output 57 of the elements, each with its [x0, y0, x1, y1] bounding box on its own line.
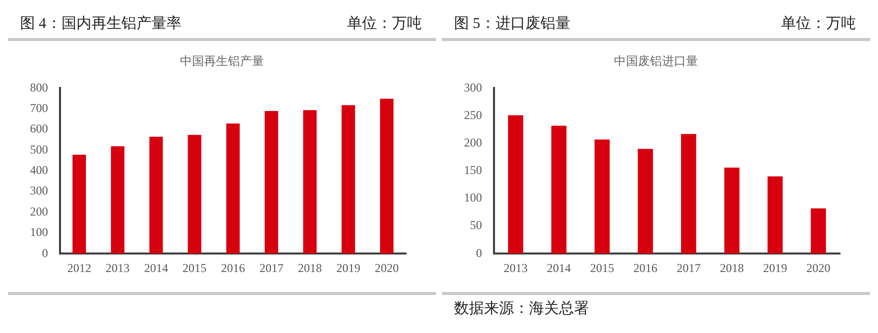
- x-tick-label: 2019: [763, 260, 788, 275]
- text: 单位：万吨: [781, 14, 856, 32]
- x-tick-label: 2016: [221, 260, 245, 275]
- y-tick-label: 700: [30, 101, 48, 116]
- x-tick-label: 2016: [633, 260, 658, 275]
- bar: [264, 110, 278, 254]
- x-tick-label: 2014: [144, 260, 168, 275]
- x-tick-label: 2017: [259, 260, 284, 275]
- bar: [188, 134, 202, 254]
- x-tick-label: 2019: [336, 260, 360, 275]
- bar: [810, 208, 826, 254]
- x-tick-label: 2015: [182, 260, 207, 275]
- chart-title: 图 5：进口废铝量: [454, 14, 570, 32]
- x-tick-label: 2015: [590, 260, 614, 275]
- x-tick-label: 2018: [720, 260, 744, 275]
- y-tick-label: 100: [464, 190, 482, 205]
- x-tick-label: 2020: [806, 260, 830, 275]
- bar: [380, 98, 394, 254]
- bar: [724, 168, 740, 254]
- y-tick-label: 300: [30, 184, 48, 198]
- chart-subtitle: 中国再生铝产量: [179, 53, 265, 69]
- y-tick-label: 800: [30, 80, 48, 94]
- text: 单位：万吨: [347, 14, 422, 32]
- y-tick-label: 0: [42, 246, 48, 260]
- bar: [681, 134, 696, 254]
- bar: [594, 139, 610, 254]
- source-note: 数据来源：海关总署: [454, 301, 589, 317]
- bar: [508, 115, 524, 254]
- y-tick-label: 100: [30, 225, 48, 240]
- y-tick-label: 150: [464, 163, 482, 178]
- x-tick-label: 2013: [504, 260, 528, 275]
- x-tick-label: 2017: [676, 260, 701, 275]
- chart-subtitle: 中国废铝进口量: [613, 53, 699, 69]
- x-tick-label: 2012: [67, 260, 92, 275]
- y-tick-label: 600: [30, 122, 48, 136]
- y-tick-label: 250: [464, 108, 482, 122]
- x-tick-label: 2013: [106, 260, 130, 275]
- bar: [303, 110, 317, 254]
- bar: [149, 136, 163, 254]
- y-tick-label: 400: [30, 163, 48, 178]
- y-tick-label: 0: [476, 246, 482, 260]
- bar: [638, 148, 653, 254]
- x-tick-label: 2018: [298, 260, 322, 275]
- bar: [110, 146, 124, 254]
- y-tick-label: 50: [470, 218, 482, 232]
- y-tick-label: 300: [464, 80, 482, 94]
- y-tick-label: 200: [30, 204, 48, 218]
- x-tick-label: 2014: [546, 260, 571, 275]
- x-tick-label: 2020: [374, 260, 399, 275]
- bar: [342, 105, 356, 254]
- bar: [768, 176, 783, 254]
- chart-title: 图 4：国内再生铝产量率: [20, 14, 182, 32]
- bar: [551, 126, 566, 254]
- y-tick-label: 500: [30, 142, 48, 156]
- bar: [72, 154, 86, 254]
- y-tick-label: 200: [464, 135, 482, 150]
- bar: [226, 124, 240, 254]
